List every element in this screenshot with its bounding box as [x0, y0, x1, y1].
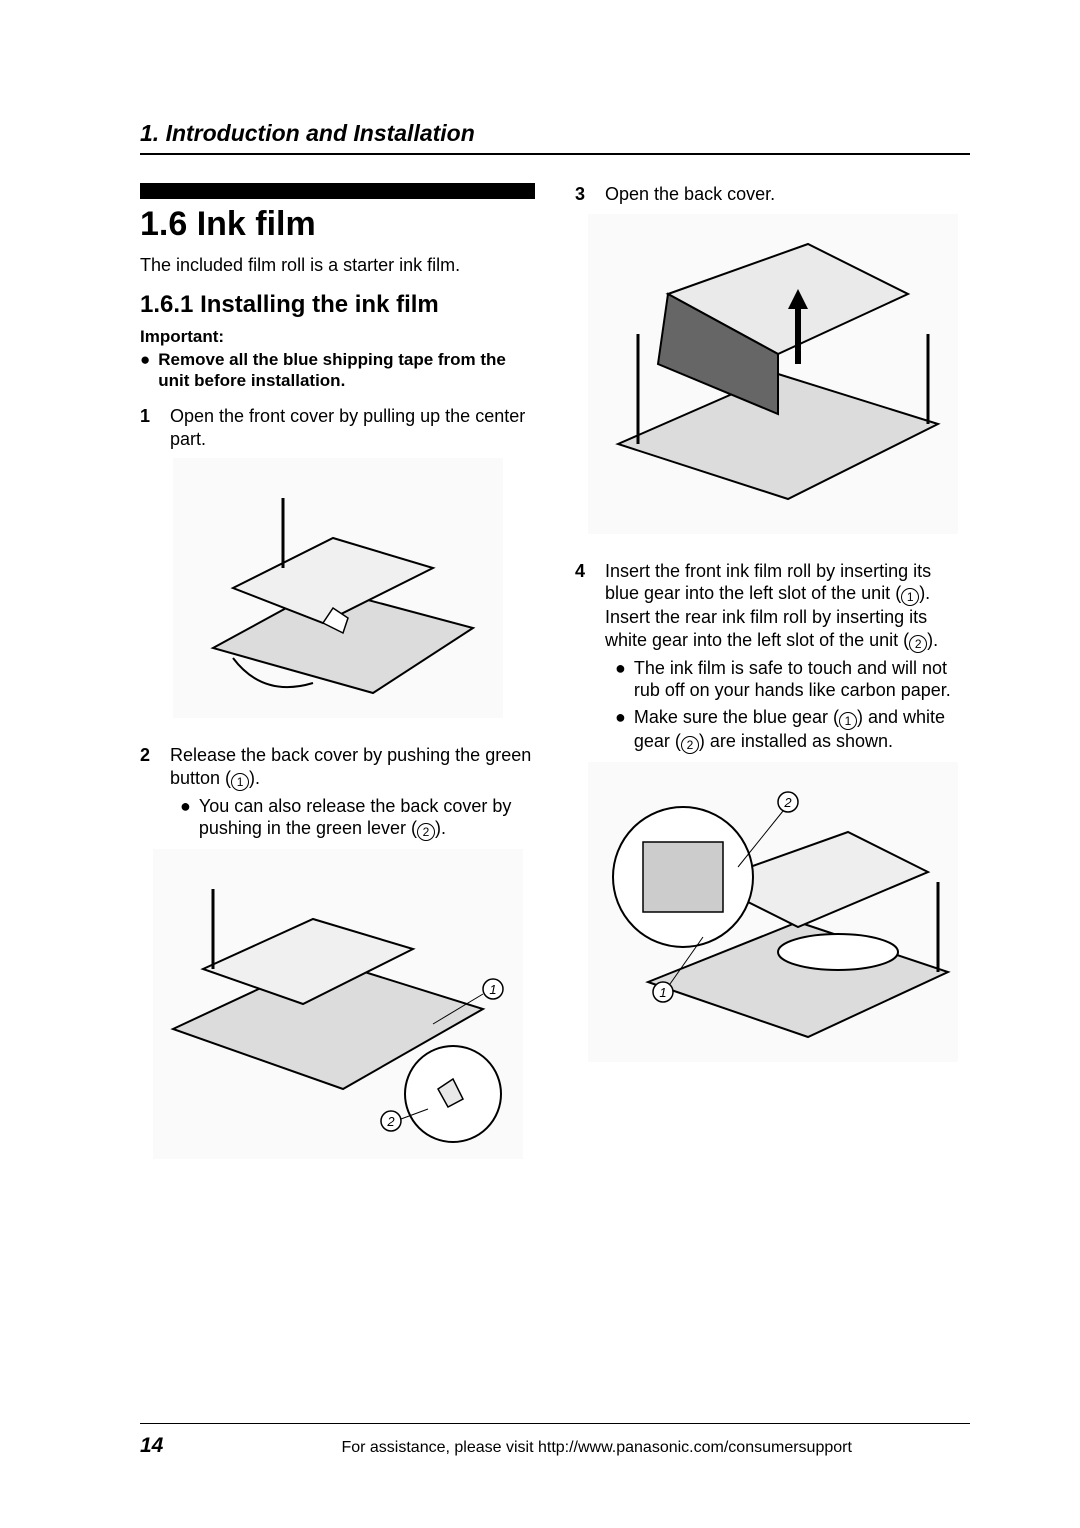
figure-3 — [575, 214, 970, 534]
bullet-icon: ● — [180, 795, 191, 842]
callout-2-icon: 2 — [417, 823, 435, 841]
step-sub-bullet: ● Make sure the blue gear (1) and white … — [605, 706, 970, 754]
sub-text: The ink film is safe to touch and will n… — [634, 657, 970, 702]
figure-placeholder — [588, 214, 958, 534]
subsection-title: Installing the ink film — [200, 291, 439, 318]
step-3: 3 Open the back cover. — [575, 183, 970, 206]
printer-illustration-icon — [173, 458, 503, 718]
svg-text:1: 1 — [659, 985, 666, 1000]
subsection-heading: 1.6.1 Installing the ink film — [140, 291, 535, 319]
step-body: Release the back cover by pushing the gr… — [170, 744, 535, 841]
section-heading: 1.6 Ink film — [140, 205, 535, 244]
step-number: 3 — [575, 183, 591, 206]
important-text: Remove all the blue shipping tape from t… — [158, 349, 535, 392]
step-text-part: Release the back cover by pushing the gr… — [170, 745, 531, 788]
svg-text:1: 1 — [489, 982, 496, 997]
bullet-icon: ● — [140, 349, 150, 392]
step-text: Open the back cover. — [605, 183, 970, 206]
callout-1-icon: 1 — [231, 773, 249, 791]
chapter-heading: 1. Introduction and Installation — [140, 120, 970, 147]
step-text: Open the front cover by pulling up the c… — [170, 405, 535, 450]
page-footer: 14 For assistance, please visit http://w… — [140, 1423, 970, 1458]
figure-2: 1 2 — [140, 849, 535, 1159]
figure-placeholder: 1 2 — [153, 849, 523, 1159]
sub-text: You can also release the back cover by p… — [199, 795, 535, 842]
sub-text: Make sure the blue gear (1) and white ge… — [634, 706, 970, 754]
callout-1-icon: 1 — [839, 712, 857, 730]
step-text-part: Insert the front ink film roll by insert… — [605, 561, 931, 604]
callout-2-icon: 2 — [681, 736, 699, 754]
step-number: 4 — [575, 560, 591, 754]
callout-1-icon: 1 — [901, 588, 919, 606]
section-accent-bar — [140, 183, 535, 199]
column-right: 3 Open the back cover. — [575, 183, 970, 1185]
step-number: 1 — [140, 405, 156, 450]
step-text-part: ). — [249, 768, 260, 788]
footer-assist-text: For assistance, please visit http://www.… — [223, 1439, 970, 1457]
page-number: 14 — [140, 1434, 163, 1458]
figure-4: 2 1 — [575, 762, 970, 1062]
two-column-layout: 1.6 Ink film The included film roll is a… — [140, 183, 970, 1185]
step-sub-bullet: ● You can also release the back cover by… — [170, 795, 535, 842]
svg-text:2: 2 — [783, 795, 792, 810]
step-body: Insert the front ink film roll by insert… — [605, 560, 970, 754]
sub-text-part: ) are installed as shown. — [699, 731, 893, 751]
step-1: 1 Open the front cover by pulling up the… — [140, 405, 535, 450]
step-4: 4 Insert the front ink film roll by inse… — [575, 560, 970, 754]
printer-open-illustration-icon — [588, 214, 958, 534]
column-left: 1.6 Ink film The included film roll is a… — [140, 183, 535, 1185]
important-note: ● Remove all the blue shipping tape from… — [140, 349, 535, 392]
sub-text-part: Make sure the blue gear ( — [634, 707, 839, 727]
rule-top — [140, 153, 970, 155]
sub-text-part: ). — [435, 818, 446, 838]
rule-bottom — [140, 1423, 970, 1424]
footer-row: 14 For assistance, please visit http://w… — [140, 1434, 970, 1458]
manual-page: 1. Introduction and Installation 1.6 Ink… — [0, 0, 1080, 1528]
step-sub-bullet: ● The ink film is safe to touch and will… — [605, 657, 970, 702]
printer-illustration-icon: 1 2 — [153, 849, 523, 1159]
figure-placeholder: 2 1 — [588, 762, 958, 1062]
section-intro: The included film roll is a starter ink … — [140, 254, 535, 277]
callout-2-icon: 2 — [909, 635, 927, 653]
section-title: Ink film — [197, 205, 316, 243]
svg-text:2: 2 — [386, 1114, 395, 1129]
bullet-icon: ● — [615, 657, 626, 702]
step-2: 2 Release the back cover by pushing the … — [140, 744, 535, 841]
subsection-number: 1.6.1 — [140, 291, 193, 318]
bullet-icon: ● — [615, 706, 626, 754]
figure-1 — [140, 458, 535, 718]
ink-film-illustration-icon: 2 1 — [588, 762, 958, 1062]
step-text-part: ). — [927, 630, 938, 650]
important-label: Important: — [140, 327, 535, 347]
section-number: 1.6 — [140, 205, 187, 243]
figure-placeholder — [173, 458, 503, 718]
step-number: 2 — [140, 744, 156, 841]
sub-text-part: You can also release the back cover by p… — [199, 796, 512, 839]
